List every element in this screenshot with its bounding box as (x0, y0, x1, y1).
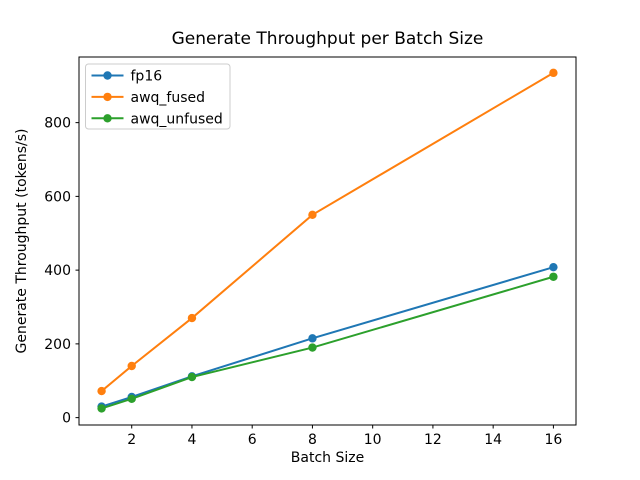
y-tick-label: 200 (44, 337, 71, 353)
series-marker-fp16 (308, 334, 317, 343)
y-tick-label: 400 (44, 263, 71, 279)
series-marker-awq_unfused (549, 272, 558, 281)
legend-label-fp16: fp16 (131, 69, 163, 85)
legend-marker-awq_unfused (103, 114, 112, 123)
series-marker-awq_unfused (127, 394, 136, 404)
y-tick-label: 0 (62, 411, 71, 427)
y-axis-label: Generate Throughput (tokens/s) (14, 129, 30, 354)
legend-box (85, 63, 231, 130)
x-tick-label: 16 (544, 432, 562, 448)
y-tick-label: 800 (44, 116, 71, 132)
series-marker-awq_fused (97, 386, 106, 396)
x-axis-label: Batch Size (291, 450, 364, 466)
series-marker-awq_unfused (187, 372, 197, 382)
series-marker-awq_fused (127, 361, 136, 371)
legend-marker-fp16 (103, 71, 112, 80)
x-tick-label: 4 (187, 432, 196, 448)
plot-area: 2 4 6 8 10 12 14 16 0 200 400 600 800 fp16 awq_fusedaw… (44, 56, 577, 448)
legend-label-awq_fused: awq_fused (131, 90, 206, 106)
x-tick-label: 6 (248, 432, 257, 448)
legend-marker-awq_fused (103, 92, 112, 102)
series-marker-awq_fused (308, 210, 317, 220)
series-marker-awq_fused (187, 313, 197, 323)
series-marker-awq_fused (549, 68, 558, 78)
series-marker-awq_unfused (97, 404, 106, 413)
x-tick-label: 10 (364, 432, 382, 448)
x-tick-label: 12 (424, 432, 442, 448)
chart-title: Generate Throughput per Batch Size (172, 29, 484, 49)
x-tick-label: 2 (127, 432, 136, 448)
y-tick-label: 600 (44, 189, 71, 205)
series-line-awq_unfused (100, 275, 555, 410)
series-marker-fp16 (549, 262, 558, 272)
legend-label-awq_unfused: awq_unfused (131, 111, 223, 127)
x-tick-label: 8 (308, 432, 317, 448)
x-tick-label: 14 (484, 432, 502, 448)
series-marker-awq_unfused (308, 343, 317, 352)
axes-frame (78, 56, 577, 426)
